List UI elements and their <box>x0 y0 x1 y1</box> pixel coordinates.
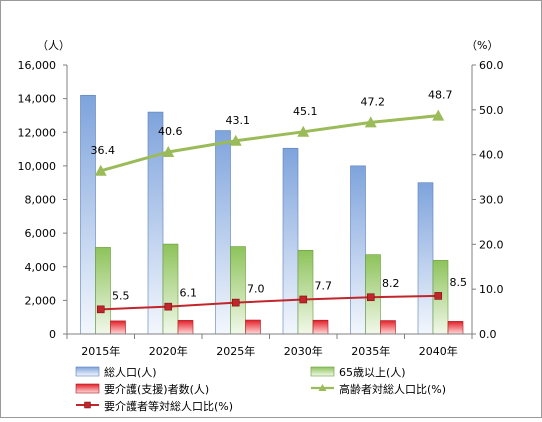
line-elderly-ratio <box>100 114 439 173</box>
bar-total-population <box>147 111 164 335</box>
data-label-elderly-ratio: 40.6 <box>158 125 183 138</box>
left-axis-tick-label: 10,000 <box>18 160 57 173</box>
data-label-elderly-ratio: 43.1 <box>226 114 251 127</box>
axes <box>66 65 473 339</box>
bar-care-recipients <box>447 321 464 335</box>
legend-label-total-population: 総人口(人) <box>104 365 157 379</box>
x-axis-tick-label: 2040年 <box>419 344 458 358</box>
left-axis-tick-label: 6,000 <box>25 227 57 240</box>
legend-marker-elderly-ratio <box>318 384 327 391</box>
x-axis-tick-label: 2025年 <box>216 344 255 358</box>
legend-swatch-total-population <box>75 366 100 377</box>
x-axis-tick-label: 2020年 <box>149 344 188 358</box>
marker-elderly-ratio <box>364 116 377 128</box>
left-axis-tick-label: 4,000 <box>25 261 57 274</box>
data-label-elderly-ratio: 47.2 <box>361 95 386 108</box>
bar-care-recipients <box>380 320 396 335</box>
bar-total-population <box>417 182 434 335</box>
x-axis-tick-label: 2030年 <box>284 344 323 358</box>
data-label-elderly-ratio: 48.7 <box>428 89 453 102</box>
left-axis-tick-label: 16,000 <box>18 59 57 72</box>
right-axis-tick-label: 30.0 <box>479 194 504 207</box>
bar-care-recipients <box>177 320 194 335</box>
marker-care-ratio <box>434 292 443 300</box>
legend: 総人口(人) 65歳以上(人) 要介護(支援)者数(人) 高齢者対総人口比(%)… <box>75 365 446 413</box>
left-axis-unit: （人） <box>37 39 70 52</box>
right-axis-tick-label: 20.0 <box>479 238 504 251</box>
bar-series <box>80 94 464 335</box>
bar-aged-65-plus <box>162 243 179 335</box>
marker-care-ratio <box>231 298 240 307</box>
bar-aged-65-plus <box>95 247 111 335</box>
bar-care-recipients <box>110 320 126 335</box>
bar-aged-65-plus <box>230 246 246 335</box>
legend-swatch-care-recipients <box>75 383 100 394</box>
marker-elderly-ratio <box>229 134 242 146</box>
right-axis-unit: （%） <box>466 39 498 52</box>
marker-care-ratio <box>164 302 173 311</box>
left-axis-tick-label: 8,000 <box>25 194 57 207</box>
data-label-care-ratio: 8.2 <box>382 277 400 290</box>
data-label-care-ratio: 5.5 <box>112 289 130 302</box>
bar-total-population <box>282 147 299 335</box>
data-label-care-ratio: 6.1 <box>180 287 198 300</box>
marker-care-ratio <box>96 305 105 314</box>
data-label-care-ratio: 7.7 <box>315 279 333 292</box>
bar-care-recipients <box>245 319 261 335</box>
marker-care-ratio <box>366 293 375 302</box>
line-care-ratio <box>100 294 439 311</box>
data-label-elderly-ratio: 45.1 <box>293 105 318 118</box>
marker-elderly-ratio <box>94 164 107 176</box>
bar-care-recipients <box>312 319 329 335</box>
legend-label-care-ratio: 要介護者等対総人口比(%) <box>104 399 233 413</box>
marker-elderly-ratio <box>162 145 175 157</box>
marker-elderly-ratio <box>297 125 310 137</box>
data-label-care-ratio: 8.5 <box>450 276 468 289</box>
x-axis-labels: 2015年 2020年 2025年 2030年 2035年 2040年 <box>81 344 458 358</box>
x-axis-tick-label: 2035年 <box>351 344 390 358</box>
left-axis-tick-label: 2,000 <box>25 294 57 307</box>
legend-label-aged-65-plus: 65歳以上(人) <box>339 366 406 379</box>
x-axis-tick-label: 2015年 <box>81 344 120 358</box>
right-axis-tick-label: 60.0 <box>479 59 504 72</box>
data-label-elderly-ratio: 36.4 <box>91 144 116 157</box>
marker-elderly-ratio <box>432 109 445 121</box>
legend-swatch-aged-65-plus <box>310 366 335 377</box>
right-axis-tick-label: 0.0 <box>479 328 497 341</box>
left-axis-ticks: 0 2,000 4,000 6,000 8,000 10,000 12,000 14,000 1… <box>18 59 67 341</box>
legend-label-elderly-ratio: 高齢者対総人口比(%) <box>339 382 446 396</box>
bar-aged-65-plus <box>297 249 314 335</box>
left-axis-tick-label: 0 <box>49 328 56 341</box>
left-axis-tick-label: 14,000 <box>18 93 57 106</box>
right-axis-tick-label: 10.0 <box>479 283 504 296</box>
bar-total-population <box>350 165 366 335</box>
right-axis-ticks: 0.0 10.0 20.0 30.0 40.0 50.0 60.0 <box>472 59 504 341</box>
bar-total-population <box>80 94 96 335</box>
right-axis-tick-label: 50.0 <box>479 104 504 117</box>
legend-label-care-recipients: 要介護(支援)者数(人) <box>104 382 209 396</box>
marker-care-ratio <box>299 295 308 304</box>
left-axis-tick-label: 12,000 <box>18 126 57 139</box>
right-axis-tick-label: 40.0 <box>479 149 504 162</box>
data-label-care-ratio: 7.0 <box>247 283 265 296</box>
legend-marker-care-ratio <box>84 401 91 409</box>
line-series: 36.4 40.6 43.1 45.1 47.2 48.7 5.5 6.1 7.0 7.7 8.2 8… <box>91 89 468 314</box>
